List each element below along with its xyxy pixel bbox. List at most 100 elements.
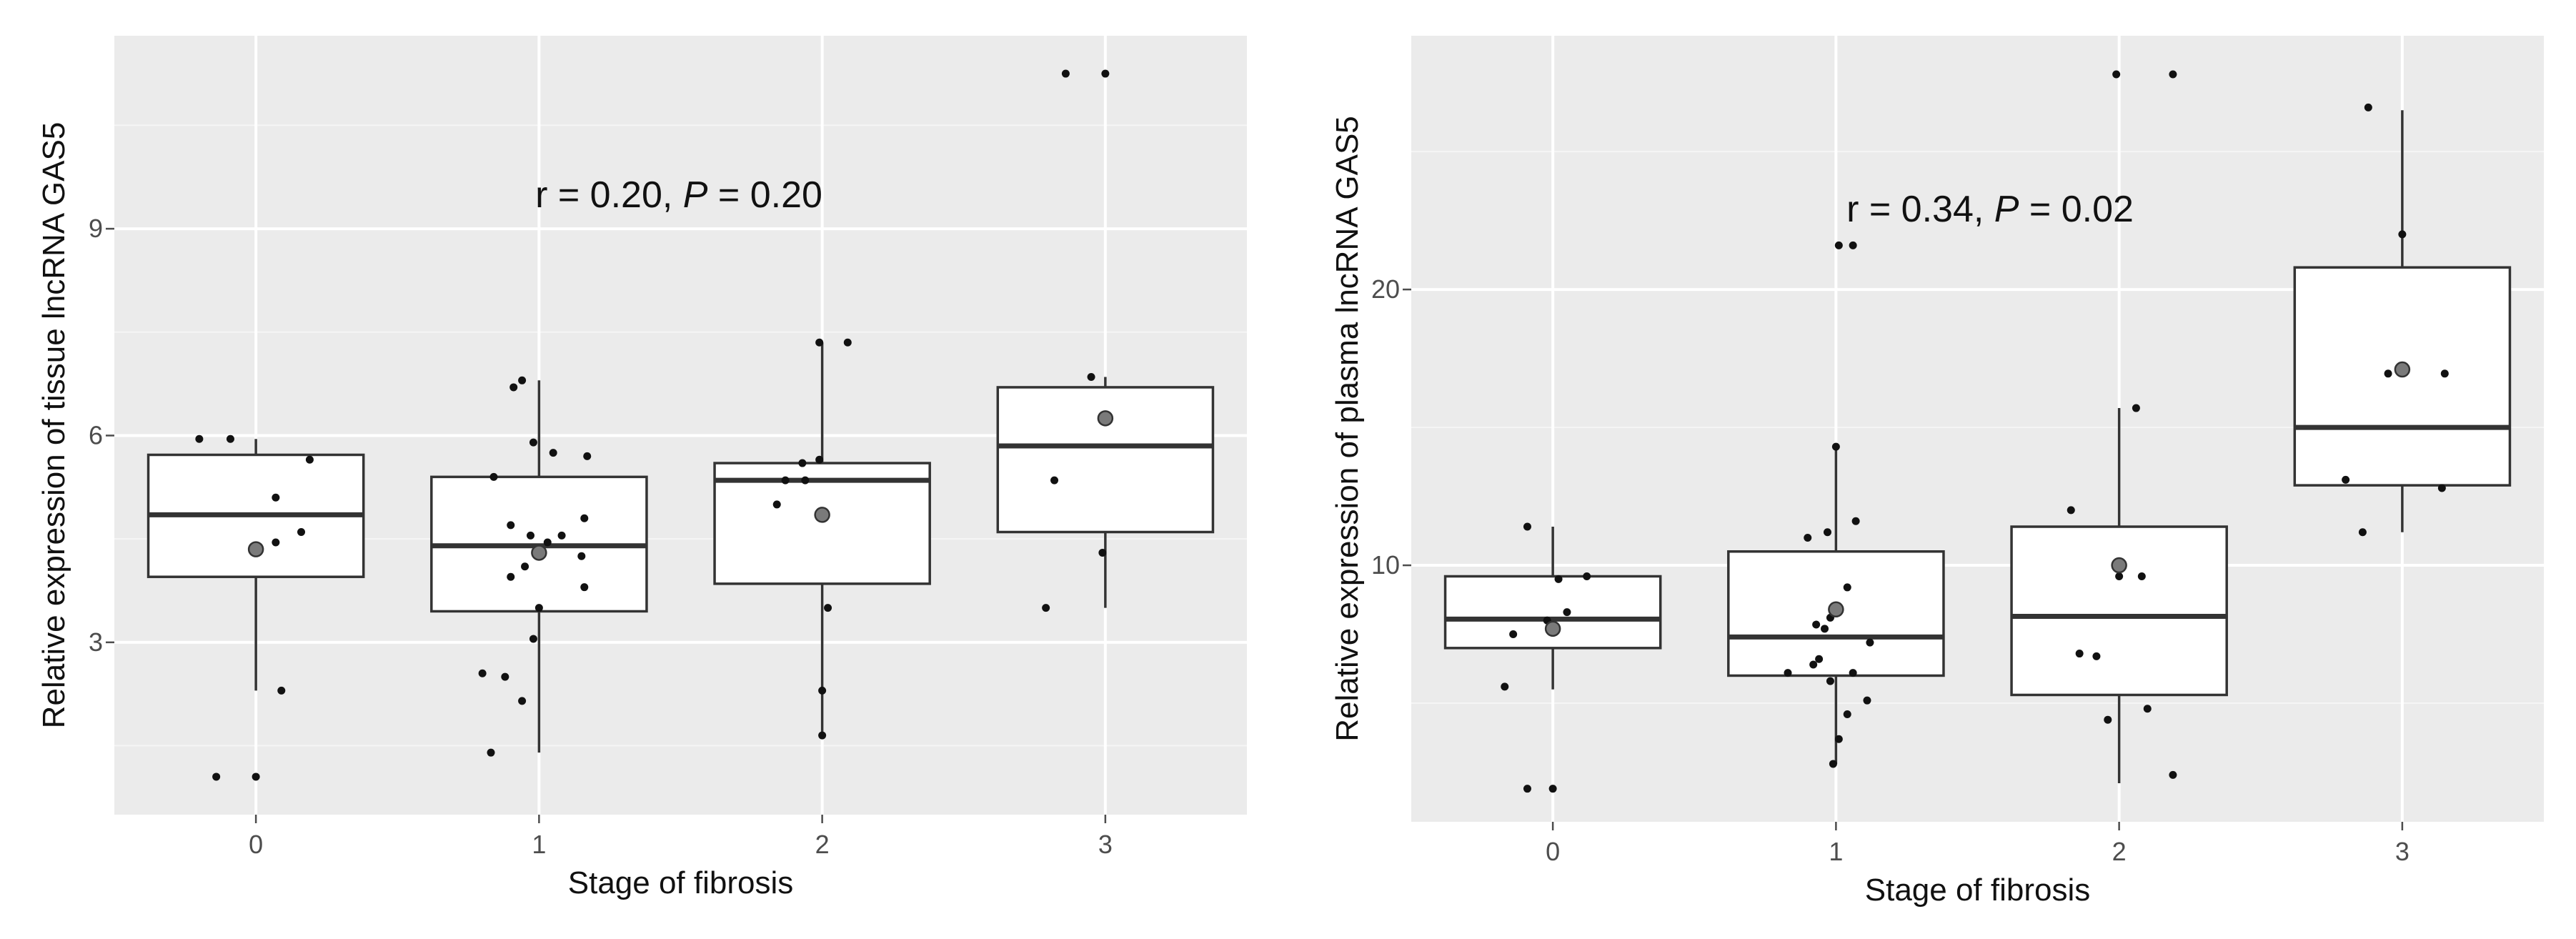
data-point [583, 452, 592, 460]
data-point [509, 383, 518, 392]
data-point [529, 635, 537, 643]
data-point [1815, 655, 1824, 663]
data-point [1823, 528, 1831, 537]
data-point [529, 438, 537, 447]
plasma-gas5-boxplot: 10 20 0 1 2 3 Stage of fibrosis Relative expres… [1330, 36, 2544, 908]
x-axis-label: Stage of fibrosis [568, 865, 794, 900]
data-point [226, 434, 234, 443]
annotation-p-symbol: P [1994, 189, 2019, 230]
data-point [1548, 785, 1557, 793]
mean-marker [1828, 601, 1844, 618]
box-iqr [1443, 575, 1662, 650]
data-point [1554, 575, 1563, 583]
data-point [1843, 710, 1851, 718]
y-tick-label: 3 [89, 627, 103, 657]
data-point [1501, 682, 1509, 691]
data-point [252, 772, 260, 781]
mean-marker [247, 541, 264, 557]
x-tick-label: 2 [2112, 837, 2127, 866]
box-iqr [996, 386, 1215, 534]
data-point [580, 583, 589, 592]
data-point [1866, 638, 1874, 647]
mean-marker [1097, 410, 1114, 427]
data-point [1042, 604, 1050, 612]
data-point [1523, 785, 1531, 793]
data-point [1061, 69, 1070, 78]
data-point [2092, 652, 2101, 660]
data-point [815, 338, 824, 347]
x-tick-label: 0 [1546, 837, 1560, 866]
x-tick-label: 1 [1829, 837, 1843, 866]
data-point [577, 552, 586, 560]
data-point [1087, 372, 1095, 381]
data-point [501, 672, 509, 681]
data-point [1809, 660, 1818, 669]
data-point [2384, 369, 2392, 378]
data-point [781, 476, 790, 485]
data-point [507, 521, 515, 530]
data-point [1849, 241, 1857, 249]
data-point [1812, 620, 1821, 629]
correlation-annotation: r = 0.34, P = 0.02 [1846, 189, 2134, 230]
data-point [2075, 650, 2084, 658]
y-axis-label: Relative expression of plasma lncRNA GAS… [1330, 116, 1365, 742]
data-point [487, 748, 495, 757]
data-point [1849, 669, 1857, 677]
data-point [801, 476, 810, 485]
data-point [1826, 677, 1834, 685]
x-tick-label: 3 [2395, 837, 2410, 866]
x-tick-label: 2 [815, 830, 830, 859]
annotation-r-value: r = 0.34, [1846, 189, 1994, 230]
data-point [2143, 705, 2152, 713]
data-point [549, 449, 557, 457]
data-point [2067, 506, 2075, 515]
y-tick-label: 6 [89, 420, 103, 449]
data-point [2342, 475, 2350, 484]
data-point [1509, 630, 1518, 639]
data-point [1050, 476, 1059, 485]
data-point [272, 493, 280, 502]
data-point [1834, 241, 1843, 249]
box-iqr [2010, 525, 2228, 697]
data-point [543, 538, 552, 547]
data-point [1831, 442, 1840, 451]
data-point [195, 434, 204, 443]
data-point [772, 500, 781, 509]
y-tick-label: 10 [1371, 550, 1400, 580]
data-point [1834, 735, 1843, 743]
data-point [2169, 770, 2177, 779]
data-point [843, 338, 852, 347]
x-axis-label: Stage of fibrosis [1865, 873, 2091, 908]
data-point [818, 686, 827, 695]
mean-marker [1544, 620, 1561, 637]
mean-marker [2394, 361, 2411, 378]
data-point [824, 604, 832, 612]
data-point [2437, 484, 2446, 492]
data-point [1843, 583, 1851, 592]
y-tick-label: 20 [1371, 274, 1400, 304]
data-point [2398, 230, 2407, 239]
annotation-r-value: r = 0.20, [535, 174, 683, 216]
y-axis-label: Relative expression of tissue lncRNA GAS… [36, 122, 71, 729]
x-tick-label: 1 [532, 830, 546, 859]
data-point [478, 669, 487, 677]
data-point [815, 455, 824, 464]
data-point [1821, 625, 1829, 633]
x-tick-label: 3 [1098, 830, 1113, 859]
data-point [580, 514, 589, 522]
data-point [297, 528, 306, 537]
data-point [2364, 103, 2372, 111]
data-point [1863, 696, 1871, 705]
data-point [1523, 522, 1531, 531]
data-point [2115, 572, 2124, 580]
data-point [2137, 572, 2146, 580]
data-point [1098, 548, 1107, 557]
tissue-gas5-boxplot: 3 6 9 0 1 2 3 Stage of fibrosis Relative express… [36, 36, 1247, 900]
annotation-p-value: = 0.20 [707, 174, 822, 216]
data-point [305, 455, 314, 464]
correlation-annotation: r = 0.20, P = 0.20 [535, 174, 822, 216]
data-point [2104, 715, 2112, 724]
box-iqr [713, 462, 931, 585]
data-point [507, 572, 515, 581]
